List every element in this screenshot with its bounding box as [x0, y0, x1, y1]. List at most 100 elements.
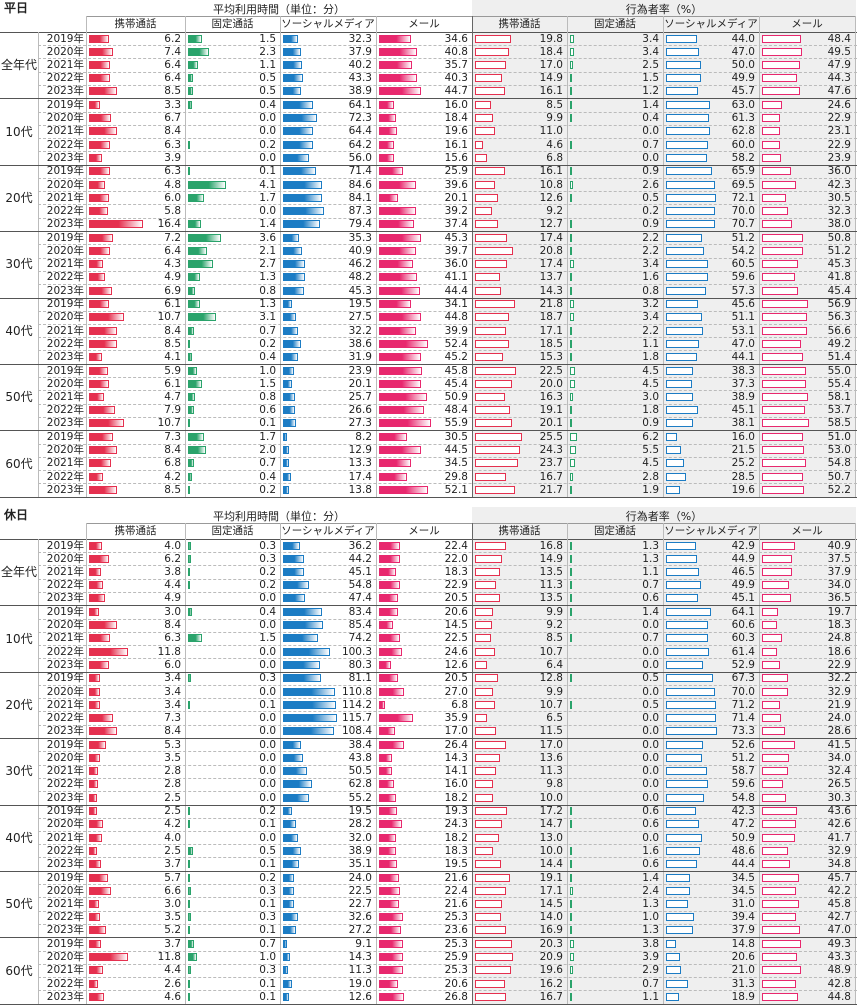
row-separator [38, 565, 857, 567]
value-time-fixed_call: 0.0 [259, 592, 276, 605]
value-time-mobile_call: 3.4 [164, 698, 181, 711]
value-rate-email: 22.9 [827, 658, 851, 671]
bar-rate-email [762, 740, 796, 749]
year-label: 2021年 [46, 964, 84, 977]
bar-time-social_media [283, 820, 297, 829]
value-rate-email: 32.9 [827, 685, 851, 698]
bar-rate-mobile_call [475, 753, 500, 763]
value-time-email: 14.5 [444, 619, 468, 632]
value-rate-fixed_call: 1.6 [642, 844, 659, 857]
bar-time-fixed_call [188, 873, 190, 882]
bar-time-email [379, 140, 395, 149]
value-time-social_media: 27.2 [348, 924, 372, 937]
bar-time-social_media [283, 446, 290, 455]
value-time-social_media: 19.5 [348, 805, 372, 818]
value-time-mobile_call: 3.0 [164, 605, 181, 618]
bar-time-social_media [283, 313, 296, 322]
bar-time-fixed_call [188, 899, 190, 909]
bar-rate-fixed_call [570, 339, 572, 348]
value-rate-email: 22.9 [827, 138, 851, 151]
value-rate-social_media: 71.2 [731, 698, 755, 711]
bar-rate-email [762, 233, 803, 242]
year-label: 2023年 [46, 658, 84, 671]
value-time-social_media: 46.2 [348, 258, 372, 271]
bar-time-mobile_call [89, 114, 111, 123]
value-time-email: 26.4 [444, 738, 468, 751]
bar-rate-fixed_call [570, 926, 572, 935]
value-time-mobile_call: 6.1 [164, 298, 181, 311]
value-time-social_media: 35.3 [348, 231, 372, 244]
value-rate-fixed_call: 0.4 [642, 112, 659, 125]
bar-time-social_media [283, 379, 293, 388]
bar-rate-social_media [666, 233, 702, 242]
bar-time-social_media [283, 621, 323, 630]
bar-rate-email [762, 260, 799, 269]
value-time-mobile_call: 11.8 [157, 645, 181, 658]
value-rate-social_media: 14.8 [731, 937, 755, 950]
value-time-email: 6.8 [451, 698, 468, 711]
value-time-mobile_call: 4.2 [164, 470, 181, 483]
bar-rate-social_media [666, 846, 701, 855]
value-time-social_media: 72.3 [348, 112, 372, 125]
value-time-mobile_call: 3.8 [164, 565, 181, 578]
age-group-label: 40代 [5, 323, 33, 338]
value-time-email: 20.5 [444, 592, 468, 605]
bar-rate-mobile_call [475, 899, 502, 909]
value-rate-fixed_call: 2.5 [642, 58, 659, 71]
value-time-social_media: 40.9 [348, 244, 372, 257]
bar-time-fixed_call [188, 366, 198, 375]
bar-rate-fixed_call [570, 167, 572, 176]
bar-time-fixed_call [188, 60, 199, 70]
year-label: 2019年 [46, 605, 84, 618]
value-time-social_media: 71.4 [348, 165, 372, 178]
age-group-label: 60代 [5, 963, 33, 978]
bar-time-email [379, 567, 397, 577]
bar-rate-mobile_call [475, 419, 512, 428]
row-separator [38, 578, 857, 580]
value-time-mobile_call: 11.8 [157, 951, 181, 964]
value-rate-fixed_call: 0.8 [642, 284, 659, 297]
value-rate-fixed_call: 0.7 [642, 977, 659, 990]
value-rate-email: 47.9 [827, 58, 851, 71]
value-rate-social_media: 50.9 [731, 831, 755, 844]
value-time-social_media: 56.0 [348, 151, 372, 164]
value-rate-social_media: 61.4 [731, 645, 755, 658]
value-rate-mobile_call: 10.7 [539, 698, 563, 711]
value-time-mobile_call: 6.0 [164, 658, 181, 671]
bar-time-social_media [283, 647, 330, 656]
bar-rate-social_media [666, 379, 693, 388]
value-time-fixed_call: 0.7 [259, 457, 276, 470]
bar-time-social_media [283, 713, 337, 723]
bar-rate-mobile_call [475, 87, 505, 96]
value-rate-mobile_call: 6.8 [546, 151, 563, 164]
column-header-social_media: ソーシャルメディア [281, 18, 375, 30]
bar-time-email [379, 459, 412, 468]
value-time-fixed_call: 2.1 [259, 244, 276, 257]
row-separator [38, 923, 857, 925]
column-divider [855, 523, 856, 1004]
bar-time-fixed_call [188, 167, 190, 176]
year-label: 2019年 [46, 98, 84, 111]
bar-rate-mobile_call [475, 873, 511, 882]
value-rate-email: 53.0 [827, 444, 851, 457]
bar-rate-mobile_call [475, 180, 495, 189]
value-rate-mobile_call: 13.5 [539, 565, 563, 578]
row-separator [38, 618, 857, 620]
value-rate-email: 42.3 [827, 178, 851, 191]
value-time-social_media: 14.3 [348, 951, 372, 964]
year-label: 2022年 [46, 778, 84, 791]
value-time-mobile_call: 10.7 [157, 311, 181, 324]
bar-time-mobile_call [89, 406, 115, 415]
bar-time-email [379, 953, 404, 962]
value-time-social_media: 45.1 [348, 565, 372, 578]
row-separator [38, 950, 857, 952]
value-time-social_media: 24.0 [348, 871, 372, 884]
value-rate-email: 34.0 [827, 751, 851, 764]
column-divider [567, 16, 568, 497]
value-rate-social_media: 19.6 [731, 483, 755, 496]
bar-rate-mobile_call [475, 193, 499, 202]
value-rate-social_media: 42.3 [731, 805, 755, 818]
value-rate-fixed_call: 3.0 [642, 390, 659, 403]
bar-time-social_media [283, 541, 300, 550]
row-separator [38, 884, 857, 886]
